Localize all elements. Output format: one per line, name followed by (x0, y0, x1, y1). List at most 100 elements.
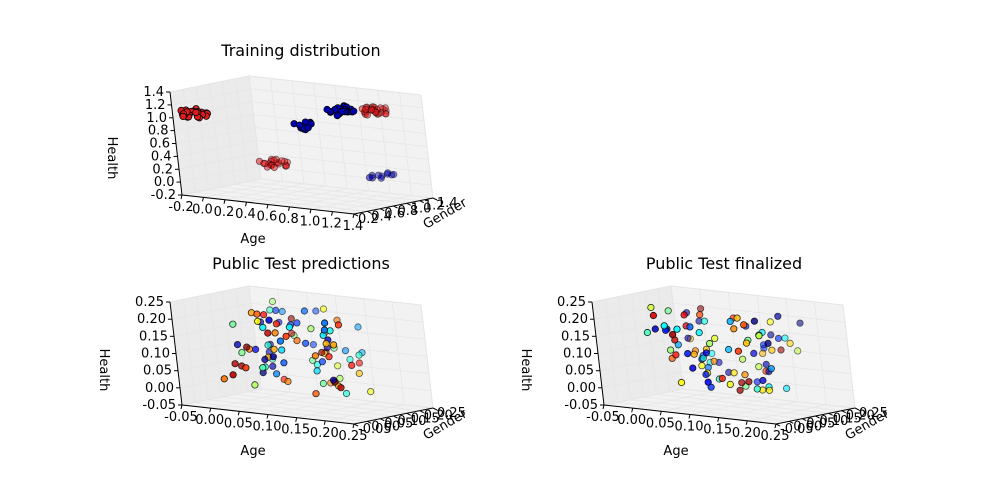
data-point (318, 358, 326, 366)
z-tick-label: -0.2 (151, 188, 176, 203)
data-point (293, 336, 301, 345)
data-point (768, 346, 776, 354)
y-tick-mark (419, 410, 425, 414)
data-point (745, 378, 753, 386)
grid-line (260, 388, 434, 409)
data-point (280, 157, 289, 165)
grid-line (195, 191, 368, 212)
grid-line (682, 388, 856, 409)
y-tick-mark (380, 418, 385, 422)
data-point (282, 162, 291, 170)
y-tick-label: 0.25 (437, 406, 466, 421)
scatter-points (643, 303, 804, 394)
data-point (220, 375, 228, 383)
data-point (786, 339, 794, 347)
data-point (270, 163, 278, 172)
y-tick-mark (353, 423, 359, 427)
grid-line (175, 127, 256, 144)
data-point (365, 174, 374, 182)
y-tick-label: 0.2 (358, 212, 379, 227)
axes-panes (166, 285, 438, 429)
data-point (268, 297, 277, 306)
x-tick-mark (180, 404, 183, 410)
data-point (767, 365, 775, 373)
data-point (337, 384, 345, 392)
grid-line (257, 152, 431, 173)
data-point (711, 334, 719, 342)
data-point (282, 161, 290, 169)
grid-line (180, 165, 260, 183)
grid-line (656, 393, 829, 414)
data-point (254, 317, 262, 325)
x-axis-label: Age (240, 444, 265, 459)
x-tick-mark (659, 411, 662, 416)
x-tick-mark (309, 209, 312, 214)
data-point (710, 357, 718, 365)
x-tick-label: 0.10 (675, 420, 704, 435)
data-point (264, 341, 272, 349)
grid-line (250, 88, 423, 109)
data-point (781, 334, 789, 342)
data-point (309, 340, 317, 349)
grid-line (643, 396, 816, 417)
data-point (378, 172, 386, 180)
data-point (179, 112, 187, 121)
y-tick-mark (419, 200, 425, 204)
scatter-points (177, 102, 398, 182)
y-tick-label: 0.05 (384, 417, 413, 432)
data-point (272, 370, 281, 378)
grid-line (169, 285, 250, 303)
x-tick-label: -0.2 (168, 200, 193, 215)
y-tick-mark (432, 407, 438, 411)
x-tick-mark (209, 408, 212, 413)
data-point (253, 310, 261, 318)
z-tick-label: 0.6 (149, 137, 170, 152)
grid-line (259, 165, 432, 186)
data-point (229, 371, 237, 379)
z-tick-label: 0.25 (135, 295, 164, 310)
z-tick-label: 0.10 (563, 347, 592, 362)
z-tick-label: 1.2 (145, 98, 166, 113)
data-point (377, 174, 385, 182)
data-point (794, 347, 802, 355)
y-tick-label: 0.20 (424, 409, 453, 424)
data-point (278, 157, 286, 165)
x-tick-mark (688, 414, 691, 419)
x-tick-label: 0.0 (192, 202, 213, 217)
grid-line (630, 399, 803, 420)
y-tick-label: 0.10 (398, 414, 427, 429)
chart-title: Training distribution (220, 41, 380, 60)
grid-line (248, 285, 422, 306)
data-point (702, 349, 711, 357)
grid-line (248, 75, 422, 96)
grid-line (171, 88, 251, 106)
data-point (269, 353, 277, 361)
grid-line (234, 393, 407, 414)
data-point (374, 171, 382, 179)
chart-title: Public Test predictions (212, 254, 390, 273)
x-axis-label: Age (240, 232, 265, 247)
x-tick-mark (745, 420, 748, 425)
tick-labels: -0.050.00 0.05 0.10 0.15 0.20 0.25-0.050.000.… (135, 295, 466, 444)
grid-line (260, 178, 434, 199)
y-tick-label: 0.6 (384, 207, 405, 222)
grid-line (177, 354, 258, 372)
data-point (259, 364, 267, 372)
data-point (651, 325, 659, 333)
x-tick-label: 0.00 (195, 413, 224, 428)
data-point (312, 390, 320, 398)
y-tick-label: 0.00 (793, 419, 822, 434)
data-point (229, 320, 237, 328)
x-tick-label: 0.10 (253, 420, 282, 435)
data-point (280, 359, 288, 367)
x-tick-label: 0.15 (281, 423, 310, 438)
y-tick-mark (432, 197, 438, 201)
data-point (672, 351, 680, 359)
data-point (272, 320, 280, 328)
grid-line (617, 401, 790, 422)
data-point (272, 306, 280, 314)
y-tick-mark (802, 418, 807, 422)
data-point (355, 351, 363, 359)
grid-line (173, 319, 254, 337)
